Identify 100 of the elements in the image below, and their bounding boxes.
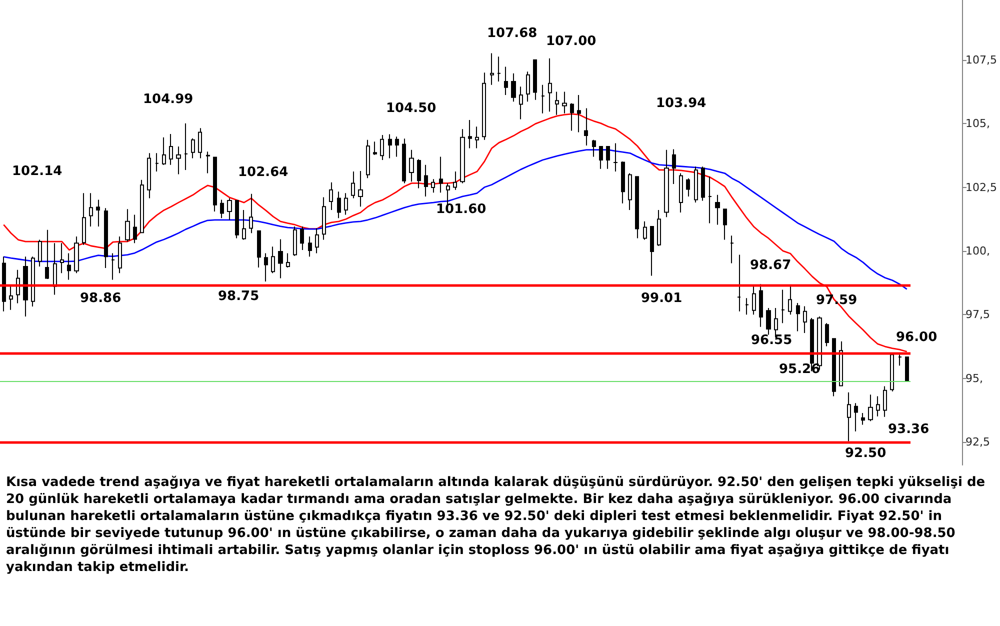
annotation: 95.26 [779,362,820,377]
candlestick [140,179,144,234]
candlestick [176,146,181,175]
candlestick [220,199,224,219]
candlestick [657,209,661,246]
candlestick [169,134,173,166]
candlestick [133,214,137,244]
annotation: 104.50 [386,101,436,116]
candlestick [9,286,13,310]
candlestick [745,298,749,316]
candlestick [541,84,545,114]
candlestick [286,252,290,268]
annotation: 102.14 [12,164,62,179]
ref-line-label: 96.00 [896,330,938,345]
candlestick [2,256,6,312]
candlestick [468,120,472,149]
annotation: 101.60 [436,202,486,217]
candlestick [417,158,421,189]
candlestick [271,246,275,274]
candlestick [504,66,508,96]
candlestick [664,149,669,218]
candlestick [526,71,530,102]
candlestick [584,108,588,146]
candlestick [847,392,851,442]
candlestick [686,178,690,197]
candlestick [890,353,894,392]
candlestick [679,172,683,213]
candlestick [118,236,122,274]
candlestick [300,226,304,250]
candlestick [723,208,727,240]
annotation: 99.01 [641,291,682,306]
candlestick [825,322,829,347]
candlestick [329,182,333,210]
candlestick [351,170,355,199]
candlestick [23,256,28,317]
candlestick [876,396,880,417]
candlestick [424,164,428,197]
candlestick [715,194,720,226]
candlestick [38,239,42,268]
candlestick [839,340,843,387]
candlestick [803,306,807,334]
line-series [2,149,908,290]
annotation: 103.94 [656,96,706,111]
candlestick [796,302,800,332]
candlestick [315,228,319,254]
candlestick [613,142,618,172]
candlestick [111,252,115,280]
annotation: 104.99 [143,92,194,107]
candlestick [781,289,785,324]
candlestick [752,286,756,316]
candlestick [264,252,268,282]
candlestick [562,91,567,114]
annotation: 98.86 [80,291,122,306]
candlestick [431,178,435,194]
candlestick [257,230,261,268]
candlestick [497,56,501,82]
ref-line-label: 98.67 [750,258,792,273]
candlestick [249,193,253,234]
candlestick [519,86,523,120]
candlestick [60,242,64,274]
candlestick [628,172,632,210]
candlestick [482,72,486,140]
candlestick [606,145,610,170]
y-tick-label: 105, [966,117,990,130]
candlestick [322,196,326,240]
candlestick [162,136,166,166]
candlestick [409,149,414,182]
candlestick [905,356,909,382]
candlestick [74,236,79,274]
candlestick [147,152,151,199]
annotation: 98.75 [218,289,260,304]
candlestick [293,226,297,256]
candlestick [650,226,654,276]
candlestick [395,136,399,158]
candlestick [708,176,712,224]
candlestick [701,166,705,202]
candlestick [96,199,100,228]
candlestick [344,192,348,216]
candlestick [898,354,902,366]
y-tick-label: 95, [966,372,984,385]
candlestick [621,161,625,204]
candlestick [577,94,581,133]
y-tick-label: 92,5 [966,436,990,449]
annotation: 102.64 [238,165,288,180]
candlestick [155,152,159,172]
candlestick [125,208,130,242]
candlestick [460,128,465,184]
candlestick [402,138,406,184]
candlestick [439,156,443,194]
candlestick [227,198,232,220]
candlestick [766,308,771,336]
candlestick [308,236,312,258]
y-tick-label: 97,5 [966,308,990,322]
candlestick [883,386,887,418]
candlestick [475,126,479,149]
candlestick [555,91,559,116]
candlestick [53,242,57,296]
candlestick [592,139,596,158]
candlestick [861,412,865,426]
candlestick [548,58,552,112]
